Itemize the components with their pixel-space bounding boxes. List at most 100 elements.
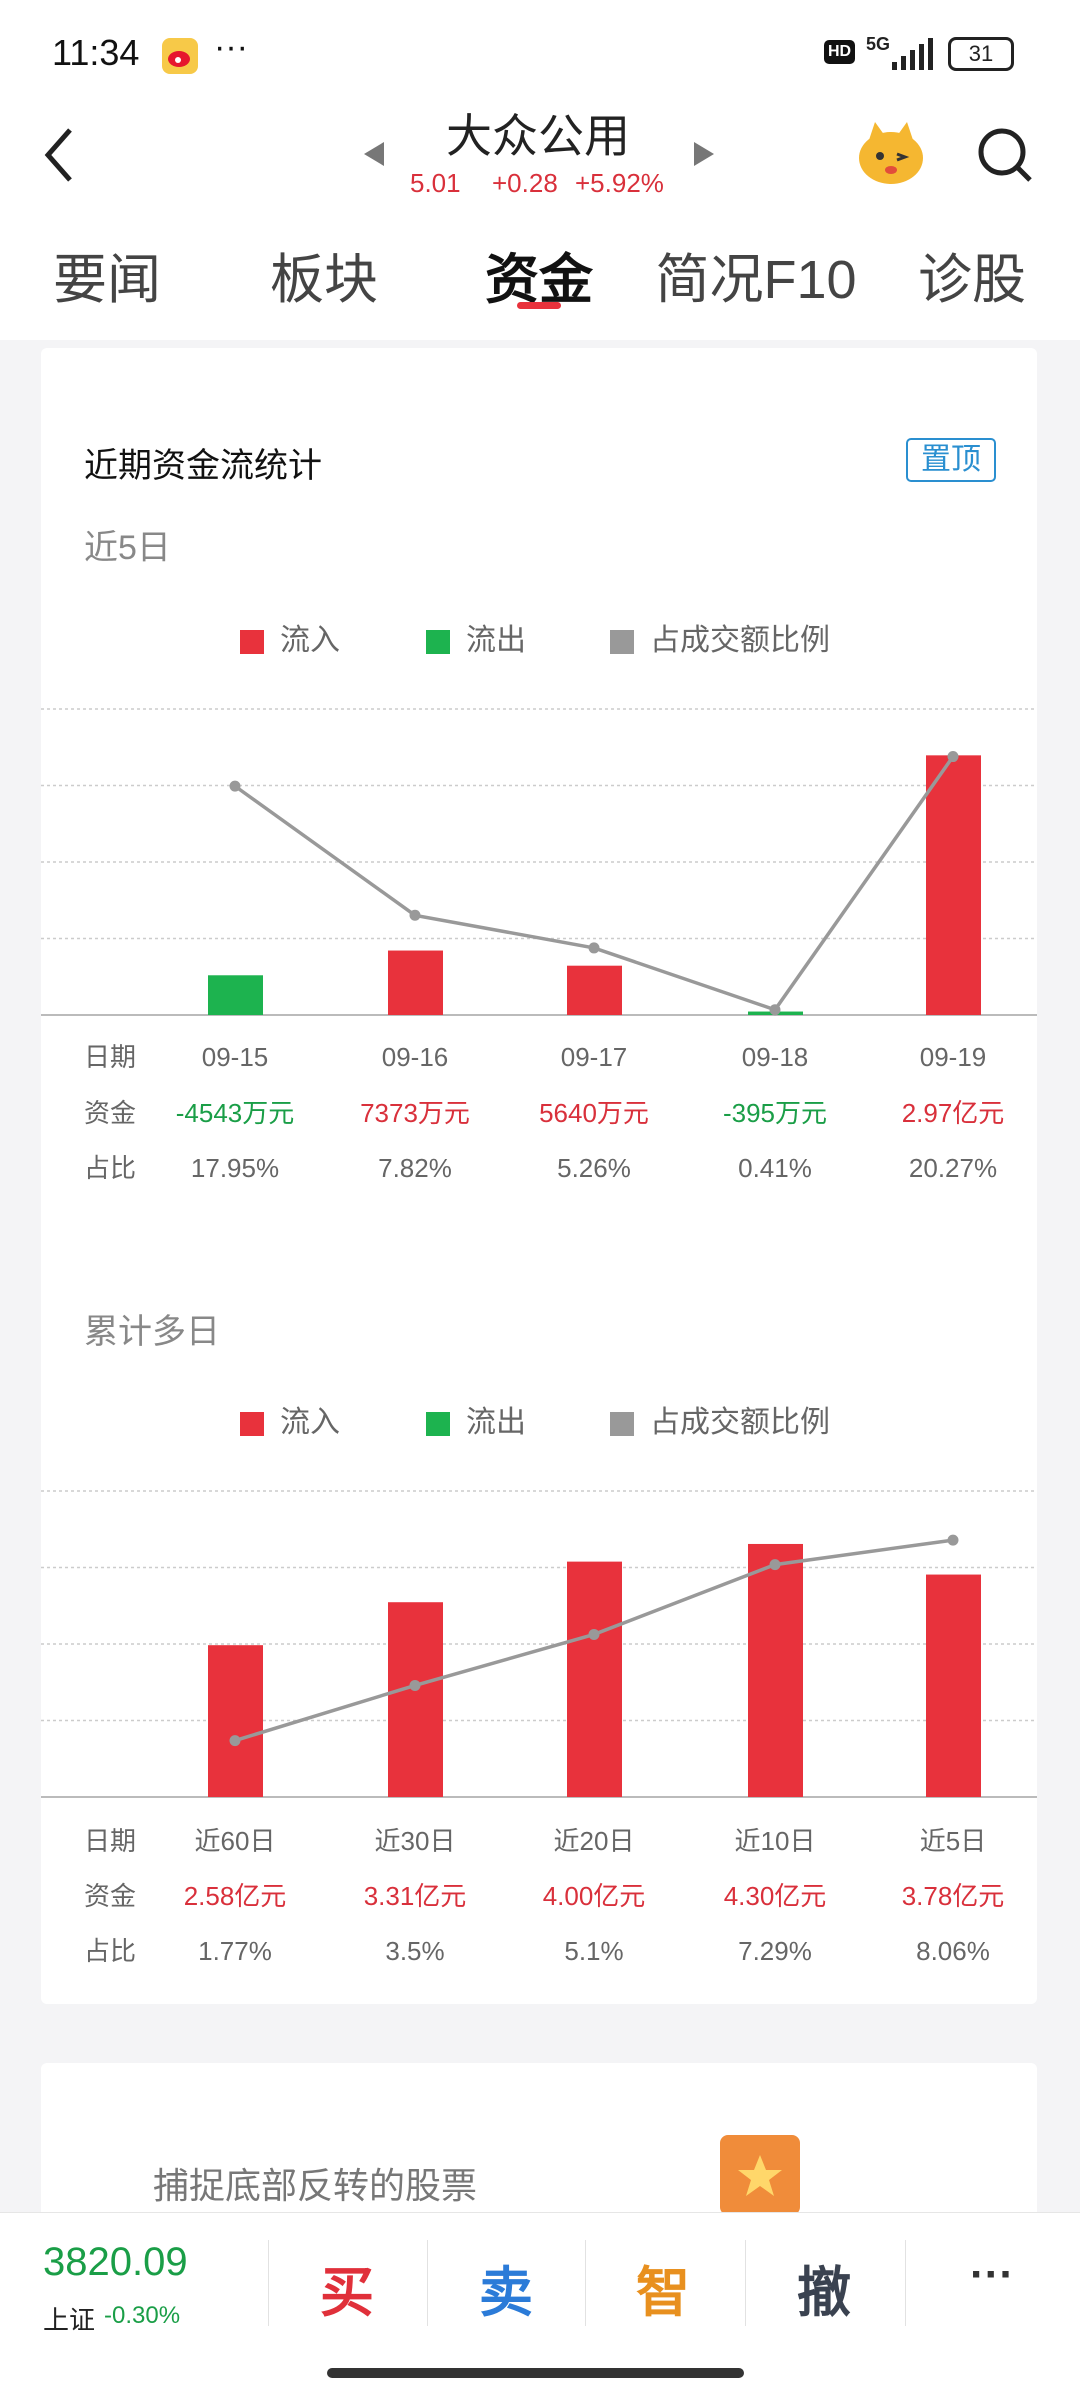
ratio-point [769,1004,781,1016]
x-tick-label: 09-19 [920,1042,987,1072]
smart-button[interactable]: 智 [636,2263,690,2323]
change: +0.28 [492,168,558,198]
ratio-point [229,1735,241,1747]
legend-swatch [240,630,264,654]
change-pct: +5.92% [575,168,664,198]
bar [926,755,981,1015]
value-label: 2.97亿元 [902,1098,1005,1128]
tab[interactable]: 要闻 [53,250,161,310]
row-label: 占比 [84,1153,136,1183]
bar [567,965,622,1015]
tab[interactable]: 诊股 [918,250,1026,310]
row-label: 日期 [84,1826,136,1856]
legend-swatch [610,1412,634,1436]
price: 5.01 [410,168,461,198]
tab[interactable]: 板块 [270,250,378,310]
battery: 31 [948,37,1014,71]
ratio-point [769,1559,781,1571]
value-label: 3.31亿元 [364,1881,467,1911]
legend-swatch [426,1412,450,1436]
bar [388,950,443,1015]
promo-icon [720,2135,800,2212]
ratio-label: 17.95% [191,1153,279,1183]
ratio-point [229,780,241,792]
legend-label: 流入 [280,624,340,657]
x-tick-label: 近20日 [554,1826,635,1856]
divider [585,2240,586,2326]
ratio-label: 7.29% [738,1936,812,1966]
tab-indicator [517,302,561,309]
prev-stock[interactable] [362,140,386,168]
index-value: 3820.09 [43,2240,188,2284]
next-stock[interactable] [692,140,716,168]
legend-label: 占成交额比例 [650,624,830,657]
bar [388,1602,443,1797]
divider [745,2240,746,2326]
row-label: 日期 [84,1042,136,1072]
ratio-label: 7.82% [378,1153,452,1183]
divider [427,2240,428,2326]
buy-button[interactable]: 买 [320,2263,374,2323]
value-label: 2.58亿元 [184,1881,287,1911]
legend-swatch [240,1412,264,1436]
ratio-label: 8.06% [916,1936,990,1966]
value-label: 4.30亿元 [724,1881,827,1911]
value-label: 4.00亿元 [543,1881,646,1911]
ratio-point [947,1534,959,1546]
x-tick-label: 09-18 [742,1042,809,1072]
x-tick-label: 09-15 [202,1042,269,1072]
tab[interactable]: 简况F10 [655,250,857,310]
bar [208,975,263,1015]
card-title: 近期资金流统计 [84,447,322,485]
ratio-label: 5.1% [564,1936,623,1966]
row-label: 资金 [84,1098,136,1128]
legend-label: 流出 [466,624,526,657]
index-name: 上证 [43,2305,96,2335]
ratio-point [588,942,600,954]
search-button[interactable] [975,125,1035,185]
x-tick-label: 近60日 [195,1826,276,1856]
bar [748,1543,803,1797]
hd-badge: HD [824,40,856,64]
legend-label: 占成交额比例 [650,1406,830,1439]
legend-swatch [610,630,634,654]
cancel-button[interactable]: 撤 [797,2263,851,2323]
value-label: 3.78亿元 [902,1881,1005,1911]
ratio-point [409,1679,421,1691]
pin-button[interactable]: 置顶 [906,438,996,482]
sell-button[interactable]: 卖 [479,2263,533,2323]
bar [567,1561,622,1797]
ratio-label: 0.41% [738,1153,812,1183]
ratio-point [588,1628,600,1640]
x-tick-label: 近5日 [920,1826,986,1856]
home-indicator [327,2368,744,2378]
x-tick-label: 09-16 [382,1042,449,1072]
section-title: 累计多日 [84,1313,220,1351]
more-button[interactable]: ··· [970,2250,1014,2299]
mascot[interactable] [855,118,927,188]
section-title: 近5日 [84,529,171,567]
stock-name: 大众公用 [446,110,630,162]
legend-label: 流出 [466,1406,526,1439]
back-button[interactable] [40,125,80,185]
ratio-label: 3.5% [385,1936,444,1966]
promo-text[interactable]: 捕捉底部反转的股票 [153,2165,478,2206]
ratio-point [409,909,421,921]
weibo-icon [162,38,198,74]
value-label: 5640万元 [539,1098,649,1128]
tab[interactable]: 资金 [485,250,593,310]
value-label: -395万元 [723,1098,827,1128]
index-change: -0.30% [104,2302,181,2329]
ratio-point [947,751,959,763]
divider [905,2240,906,2326]
row-label: 资金 [84,1881,136,1911]
x-tick-label: 近30日 [375,1826,456,1856]
signal [892,38,933,70]
legend-label: 流入 [280,1406,340,1439]
legend-swatch [426,630,450,654]
x-tick-label: 09-17 [561,1042,628,1072]
network: 5G [866,34,891,54]
x-tick-label: 近10日 [735,1826,816,1856]
